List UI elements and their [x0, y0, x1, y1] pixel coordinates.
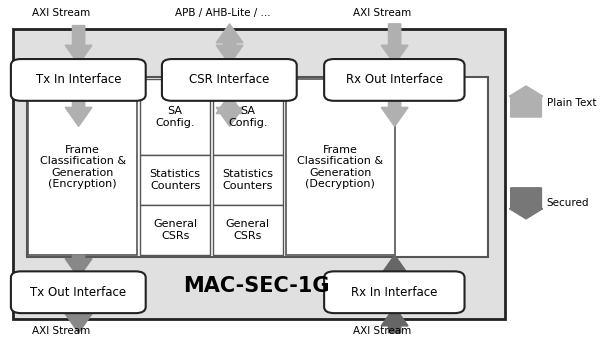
FancyBboxPatch shape	[213, 205, 283, 255]
FancyBboxPatch shape	[11, 59, 146, 101]
Text: CSR Interface: CSR Interface	[189, 73, 269, 86]
FancyArrow shape	[216, 24, 243, 44]
FancyBboxPatch shape	[324, 59, 464, 101]
FancyArrow shape	[509, 188, 543, 219]
FancyArrow shape	[65, 25, 92, 64]
FancyBboxPatch shape	[26, 77, 488, 257]
Text: General
CSRs: General CSRs	[226, 219, 270, 241]
FancyBboxPatch shape	[28, 79, 137, 255]
FancyArrow shape	[65, 307, 92, 333]
Text: Statistics
Counters: Statistics Counters	[222, 169, 273, 191]
FancyBboxPatch shape	[213, 155, 283, 205]
Text: Frame
Classification &
Generation
(Decryption): Frame Classification & Generation (Decry…	[297, 145, 383, 190]
Text: AXI Stream: AXI Stream	[32, 8, 91, 18]
Text: Statistics
Counters: Statistics Counters	[149, 169, 200, 191]
FancyBboxPatch shape	[140, 155, 210, 205]
FancyArrow shape	[216, 108, 243, 126]
FancyArrow shape	[65, 255, 92, 278]
Text: AXI Stream: AXI Stream	[32, 326, 91, 336]
Text: Plain Text: Plain Text	[547, 98, 596, 108]
FancyBboxPatch shape	[11, 271, 146, 313]
FancyArrow shape	[381, 95, 408, 126]
FancyBboxPatch shape	[13, 29, 505, 319]
FancyArrow shape	[381, 307, 408, 333]
Text: APB / AHB-Lite / ...: APB / AHB-Lite / ...	[175, 8, 271, 18]
Text: MAC-SEC-1G: MAC-SEC-1G	[182, 276, 329, 296]
Text: SA
Config.: SA Config.	[228, 106, 268, 128]
FancyArrow shape	[381, 255, 408, 278]
FancyBboxPatch shape	[213, 79, 283, 155]
Text: Rx In Interface: Rx In Interface	[351, 286, 437, 299]
Text: Tx Out Interface: Tx Out Interface	[30, 286, 127, 299]
FancyBboxPatch shape	[140, 205, 210, 255]
Text: AXI Stream: AXI Stream	[353, 8, 411, 18]
Text: SA
Config.: SA Config.	[155, 106, 195, 128]
FancyArrow shape	[509, 86, 543, 117]
FancyBboxPatch shape	[140, 79, 210, 155]
Text: Tx In Interface: Tx In Interface	[35, 73, 121, 86]
FancyArrow shape	[216, 44, 243, 64]
FancyArrow shape	[216, 95, 243, 113]
FancyArrow shape	[381, 24, 408, 64]
FancyBboxPatch shape	[324, 271, 464, 313]
Text: Frame
Classification &
Generation
(Encryption): Frame Classification & Generation (Encry…	[40, 145, 126, 190]
Text: General
CSRs: General CSRs	[153, 219, 197, 241]
FancyBboxPatch shape	[162, 59, 297, 101]
FancyArrow shape	[65, 95, 92, 126]
Text: AXI Stream: AXI Stream	[353, 326, 411, 336]
Text: Secured: Secured	[547, 198, 589, 208]
Text: Rx Out Interface: Rx Out Interface	[346, 73, 443, 86]
FancyBboxPatch shape	[286, 79, 395, 255]
